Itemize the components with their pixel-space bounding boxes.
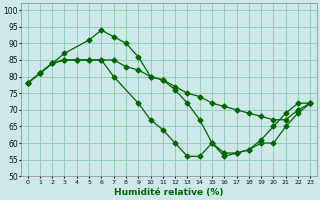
X-axis label: Humidité relative (%): Humidité relative (%): [114, 188, 224, 197]
